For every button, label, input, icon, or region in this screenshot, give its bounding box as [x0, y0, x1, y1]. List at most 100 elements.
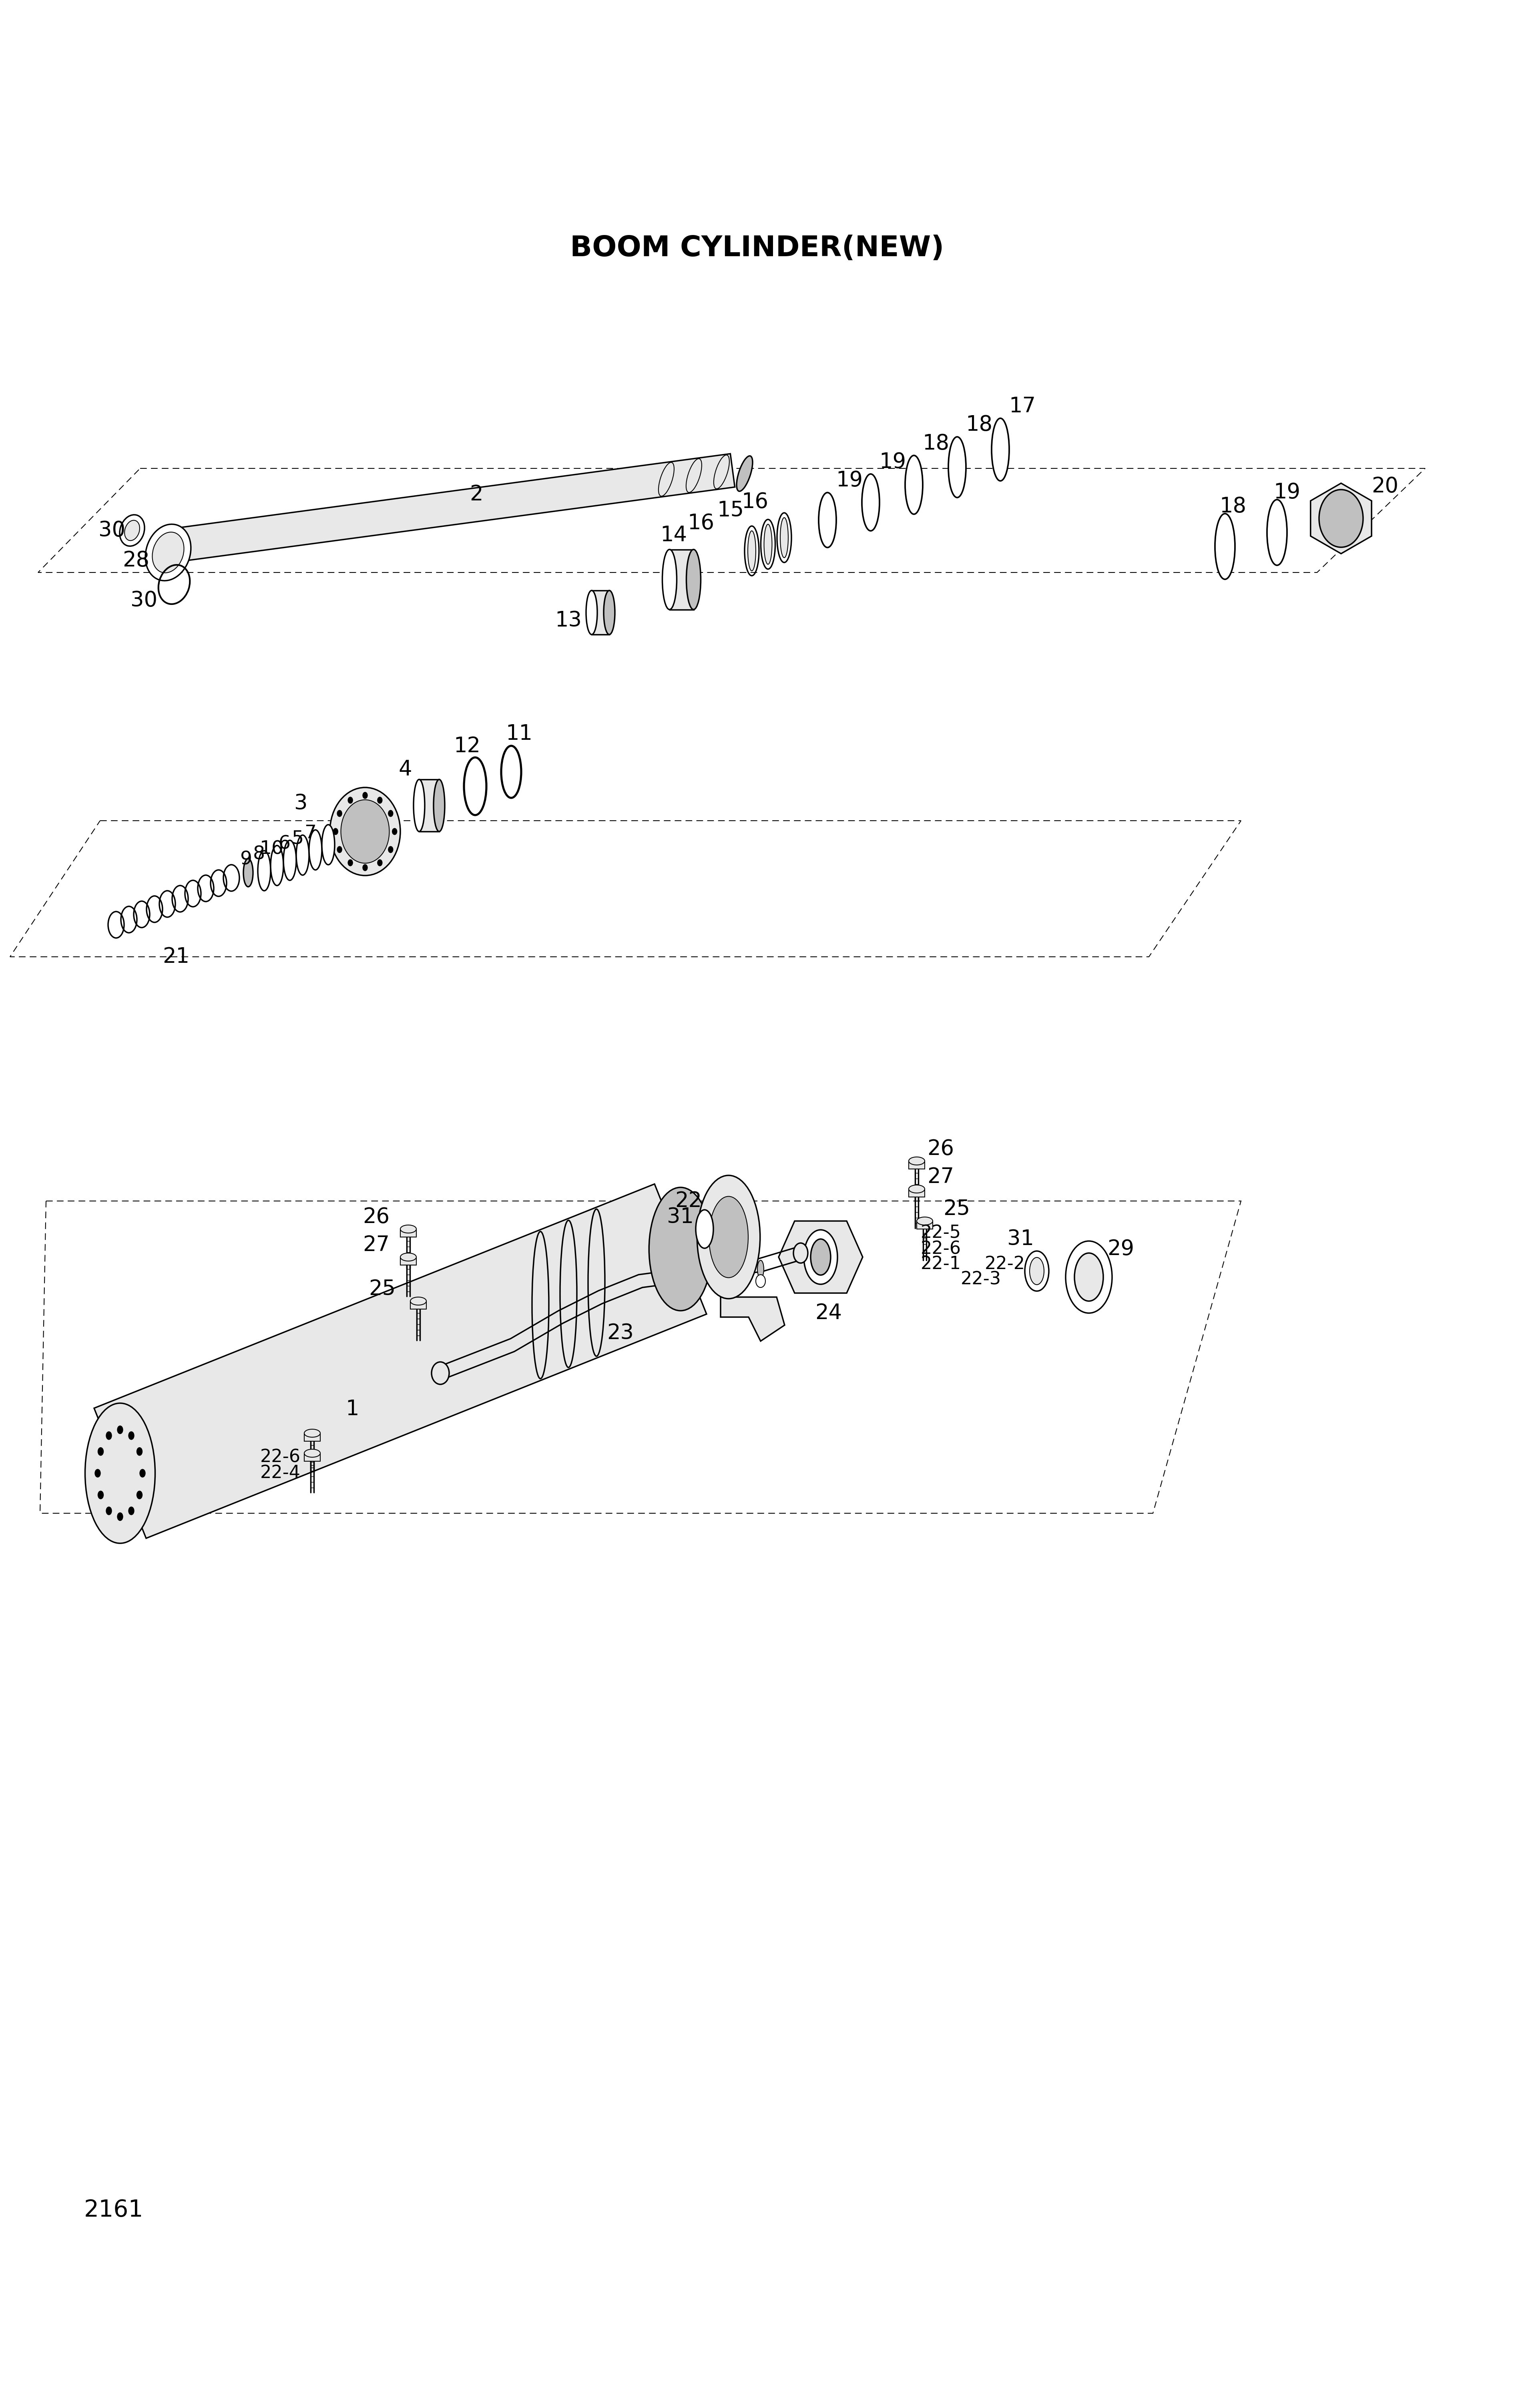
Ellipse shape — [699, 1216, 710, 1243]
Ellipse shape — [780, 518, 789, 559]
Ellipse shape — [326, 828, 332, 860]
Text: 25: 25 — [943, 1199, 970, 1218]
Ellipse shape — [322, 824, 335, 864]
Text: 16: 16 — [742, 491, 768, 513]
Text: 8: 8 — [253, 845, 265, 864]
Text: 17: 17 — [1008, 395, 1036, 417]
Ellipse shape — [400, 1226, 416, 1233]
Text: 27: 27 — [927, 1165, 954, 1187]
Ellipse shape — [410, 1298, 427, 1305]
Ellipse shape — [153, 532, 185, 573]
Ellipse shape — [338, 845, 342, 852]
Ellipse shape — [139, 1469, 145, 1476]
Text: 22-5: 22-5 — [921, 1223, 961, 1243]
Ellipse shape — [748, 530, 755, 571]
Polygon shape — [908, 1190, 925, 1197]
Ellipse shape — [737, 455, 752, 491]
Ellipse shape — [309, 831, 322, 869]
Ellipse shape — [312, 836, 318, 864]
Ellipse shape — [136, 1491, 142, 1498]
Text: 22-4: 22-4 — [260, 1464, 300, 1481]
Text: 24: 24 — [815, 1303, 842, 1324]
Ellipse shape — [377, 860, 382, 867]
Polygon shape — [38, 470, 1425, 573]
Ellipse shape — [117, 1512, 123, 1522]
Ellipse shape — [106, 1433, 112, 1440]
Ellipse shape — [330, 787, 400, 877]
Text: 31: 31 — [668, 1206, 693, 1228]
Text: 5: 5 — [291, 831, 303, 848]
Ellipse shape — [120, 515, 144, 547]
Ellipse shape — [341, 799, 389, 862]
Ellipse shape — [1214, 513, 1235, 580]
Text: 22-6: 22-6 — [921, 1240, 961, 1257]
Polygon shape — [1311, 484, 1372, 554]
Text: 18: 18 — [922, 433, 949, 453]
Text: BOOM CYLINDER(NEW): BOOM CYLINDER(NEW) — [569, 234, 945, 262]
Text: 19: 19 — [836, 470, 863, 491]
Ellipse shape — [274, 850, 280, 881]
Ellipse shape — [431, 1363, 450, 1385]
Polygon shape — [304, 1452, 321, 1462]
Ellipse shape — [388, 845, 394, 852]
Ellipse shape — [908, 460, 919, 508]
Ellipse shape — [271, 845, 283, 886]
Ellipse shape — [244, 860, 253, 886]
Text: 22-3: 22-3 — [960, 1271, 1001, 1288]
Ellipse shape — [810, 1240, 831, 1276]
Ellipse shape — [586, 590, 598, 636]
Ellipse shape — [129, 1433, 135, 1440]
Ellipse shape — [793, 1243, 808, 1264]
Polygon shape — [400, 1257, 416, 1264]
Text: 27: 27 — [363, 1235, 389, 1255]
Text: 6: 6 — [279, 836, 291, 852]
Ellipse shape — [604, 590, 615, 636]
Text: 19: 19 — [880, 453, 907, 472]
Ellipse shape — [905, 455, 922, 515]
Text: 2: 2 — [469, 484, 483, 506]
Ellipse shape — [400, 1252, 416, 1262]
Text: 26: 26 — [927, 1139, 954, 1158]
Ellipse shape — [95, 1469, 100, 1476]
Ellipse shape — [1066, 1240, 1113, 1312]
Text: 10: 10 — [260, 840, 283, 857]
Text: 19: 19 — [1273, 482, 1301, 503]
Ellipse shape — [686, 458, 701, 494]
Text: 16: 16 — [687, 513, 715, 535]
Polygon shape — [669, 549, 693, 609]
Ellipse shape — [686, 549, 701, 609]
Polygon shape — [304, 1433, 321, 1442]
Ellipse shape — [713, 455, 730, 489]
Polygon shape — [778, 1221, 863, 1293]
Polygon shape — [400, 1228, 416, 1238]
Ellipse shape — [297, 836, 309, 874]
Ellipse shape — [348, 860, 353, 867]
Ellipse shape — [866, 479, 875, 525]
Ellipse shape — [392, 828, 397, 836]
Text: 22-1: 22-1 — [921, 1255, 961, 1274]
Polygon shape — [908, 1161, 925, 1168]
Text: 22-2: 22-2 — [984, 1255, 1025, 1274]
Ellipse shape — [388, 809, 394, 816]
Ellipse shape — [992, 419, 1010, 482]
Ellipse shape — [804, 1230, 837, 1283]
Polygon shape — [721, 1298, 784, 1341]
Text: 4: 4 — [398, 759, 412, 780]
Ellipse shape — [136, 1447, 142, 1454]
Ellipse shape — [757, 1259, 763, 1279]
Ellipse shape — [377, 797, 382, 804]
Ellipse shape — [696, 1209, 713, 1247]
Ellipse shape — [260, 855, 268, 886]
Text: 18: 18 — [966, 414, 993, 436]
Ellipse shape — [1219, 520, 1231, 573]
Polygon shape — [39, 1202, 1241, 1512]
Text: 28: 28 — [123, 549, 150, 571]
Text: 22-6: 22-6 — [260, 1450, 300, 1466]
Text: 25: 25 — [369, 1279, 395, 1300]
Ellipse shape — [363, 864, 368, 872]
Text: 15: 15 — [718, 501, 743, 520]
Ellipse shape — [257, 850, 271, 891]
Ellipse shape — [662, 549, 677, 609]
Polygon shape — [592, 590, 609, 636]
Polygon shape — [410, 1300, 427, 1310]
